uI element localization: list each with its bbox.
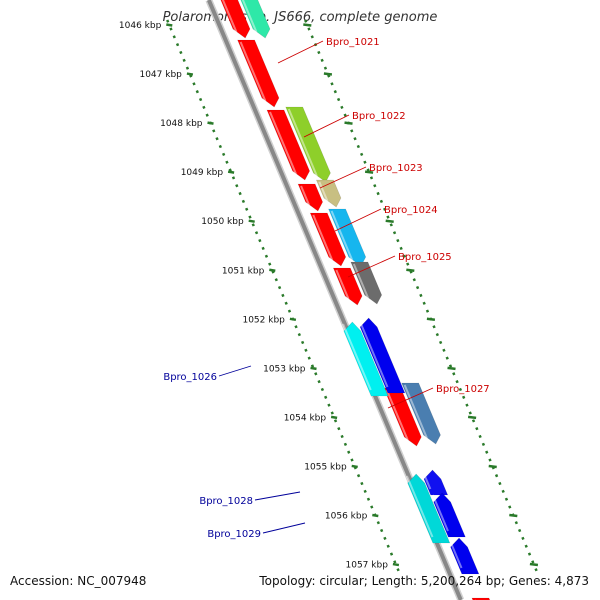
left-ruler-tick: [166, 23, 173, 27]
gene-label-bpro-1021: Bpro_1021: [326, 37, 380, 48]
left-ruler-tick: [269, 268, 276, 272]
gene-arrow: [422, 469, 449, 496]
left-ruler-tick: [248, 219, 255, 223]
gene-arrow: [448, 537, 480, 575]
left-ruler-tick: [330, 415, 338, 420]
right-ruler-tick: [447, 366, 456, 371]
leader-line: [334, 208, 382, 232]
gene-arrow: [220, 0, 251, 39]
ruler-label: 1057 kbp: [346, 561, 389, 571]
right-ruler-tick: [344, 121, 353, 125]
ruler-label: 1046 kbp: [119, 21, 162, 31]
gene-arrow: [332, 267, 363, 306]
right-ruler-tick: [406, 268, 415, 272]
left-ruler-tick: [372, 513, 379, 518]
left-ruler-tick: [289, 317, 297, 322]
right-ruler-tick: [467, 415, 477, 420]
left-ruler-tick: [310, 366, 317, 371]
leader-line: [254, 491, 301, 501]
leader-line: [218, 365, 252, 377]
leader-line: [387, 387, 434, 409]
gene-arrow: [405, 473, 451, 544]
right-ruler-tick: [303, 23, 312, 27]
ruler-label: 1055 kbp: [304, 462, 347, 472]
right-ruler-tick: [529, 562, 539, 567]
ruler-label: 1049 kbp: [181, 168, 224, 178]
ruler-label: 1056 kbp: [325, 512, 368, 522]
gene-label-bpro-1022: Bpro_1022: [352, 111, 406, 122]
gene-arrow: [342, 321, 389, 397]
accession-text: Accession: NC_007948: [10, 574, 147, 588]
ruler-label: 1047 kbp: [139, 70, 182, 80]
gene-arrow: [237, 39, 280, 108]
ruler-label: 1048 kbp: [160, 119, 203, 129]
gene-label-bpro-1028: Bpro_1028: [199, 496, 253, 507]
right-ruler-tick: [364, 170, 374, 174]
left-ruler-tick: [186, 72, 194, 76]
gene-arrow: [358, 317, 406, 394]
right-ruler-tick: [385, 219, 394, 223]
label-leader-lines: [218, 40, 434, 534]
leader-line: [303, 114, 350, 138]
ruler-label: 1052 kbp: [242, 315, 285, 325]
left-ruler-tick: [227, 170, 235, 174]
left-ruler-tick: [392, 562, 400, 567]
ruler-label: 1054 kbp: [284, 413, 327, 423]
gene-label-bpro-1029: Bpro_1029: [207, 529, 261, 540]
gene-arrow: [401, 382, 441, 445]
gene-arrow: [328, 208, 367, 267]
ruler-label: 1053 kbp: [263, 364, 306, 374]
right-ruler: [304, 19, 539, 573]
right-ruler-tick: [426, 317, 436, 322]
gene-arrow: [285, 106, 331, 183]
left-ruler-tick: [351, 464, 358, 469]
leader-line: [347, 255, 396, 278]
leader-line: [277, 40, 324, 64]
leader-line: [262, 522, 306, 534]
leader-line: [319, 166, 367, 189]
gene-arrow: [297, 183, 323, 212]
right-ruler-tick: [488, 464, 497, 469]
right-ruler-tick: [323, 72, 333, 76]
gene-arrow: [240, 0, 271, 39]
kbp-rulers: 1046 kbp 1047 kbp 1048 kbp 1049 kbp 1050 kbp…: [119, 19, 539, 573]
ruler-label: 1050 kbp: [201, 217, 244, 227]
gene-arrow: [266, 109, 310, 181]
gene-arrow: [431, 492, 466, 538]
labels: Bpro_1021 Bpro_1022 Bpro_1023 Bpro_1024 Bpro…: [163, 37, 489, 540]
gene-label-bpro-1027: Bpro_1027: [436, 384, 490, 395]
gene-arrow: [309, 212, 347, 267]
gene-label-bpro-1024: Bpro_1024: [384, 205, 438, 216]
left-ruler: [166, 19, 401, 573]
gene-label-bpro-1023: Bpro_1023: [369, 163, 423, 174]
gene-label-bpro-1026: Bpro_1026: [163, 372, 217, 383]
gene-label-bpro-1025: Bpro_1025: [398, 252, 452, 263]
right-ruler-tick: [509, 513, 518, 518]
ruler-label: 1051 kbp: [222, 266, 265, 276]
topology-text: Topology: circular; Length: 5,200,264 bp…: [259, 574, 589, 588]
gene-features: [220, 0, 491, 600]
left-ruler-tick: [207, 121, 214, 125]
